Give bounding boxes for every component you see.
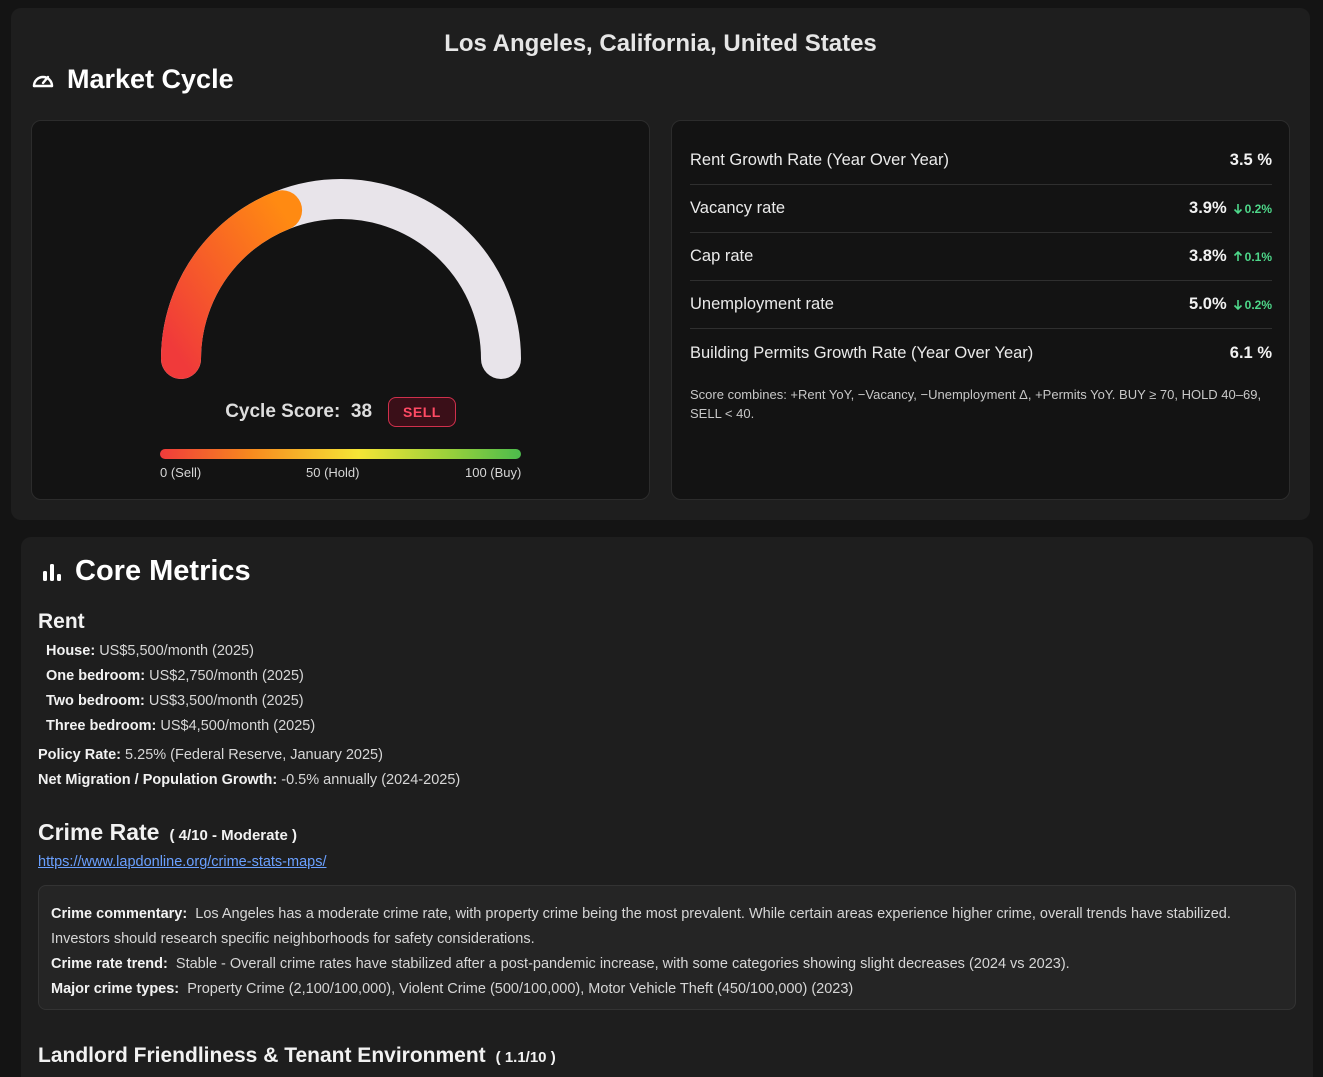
- stat-row: Rent Growth Rate (Year Over Year) 3.5 %: [690, 137, 1272, 185]
- rent-one-bedroom: One bedroom: US$2,750/month (2025): [46, 668, 304, 684]
- stat-value-group: 6.1 %: [1230, 344, 1272, 363]
- stat-name: Cap rate: [690, 247, 754, 265]
- cycle-gauge: [161, 179, 521, 379]
- crime-rate-title: Crime Rate: [38, 819, 160, 845]
- stat-value: 5.0%: [1189, 295, 1227, 313]
- crime-trend: Crime rate trend: Stable - Overall crime…: [51, 956, 1070, 972]
- stat-delta: 0.2%: [1233, 298, 1272, 312]
- rent-two-bedroom: Two bedroom: US$3,500/month (2025): [46, 693, 304, 709]
- stat-value: 3.5 %: [1229, 151, 1272, 169]
- crime-commentary-box: Crime commentary: Los Angeles has a mode…: [38, 885, 1296, 1010]
- arrow-down-icon: [1233, 204, 1242, 214]
- crime-rate-score: ( 4/10 - Moderate ): [169, 827, 297, 844]
- cycle-score: Cycle Score: 38: [225, 401, 373, 422]
- net-migration: Net Migration / Population Growth: -0.5%…: [38, 772, 461, 788]
- stat-value: 3.8%: [1189, 247, 1227, 265]
- stat-name: Building Permits Growth Rate (Year Over …: [690, 343, 1034, 362]
- rent-three-bedroom: Three bedroom: US$4,500/month (2025): [46, 718, 316, 734]
- policy-rate: Policy Rate: 5.25% (Federal Reserve, Jan…: [38, 747, 383, 763]
- stat-value: 6.1 %: [1229, 343, 1272, 362]
- stat-row: Vacancy rate 3.9% 0.2%: [690, 185, 1272, 233]
- stat-row: Unemployment rate 5.0% 0.2%: [690, 281, 1272, 329]
- stat-value-group: 5.0% 0.2%: [1189, 295, 1272, 314]
- stat-row: Building Permits Growth Rate (Year Over …: [690, 329, 1272, 377]
- core-metrics-heading: Core Metrics: [41, 555, 251, 588]
- cycle-score-row: Cycle Score: 38 SELL: [32, 397, 649, 427]
- landlord-title: Landlord Friendliness & Tenant Environme…: [38, 1044, 486, 1067]
- scale-label-mid: 50 (Hold): [306, 465, 360, 480]
- location-title: Los Angeles, California, United States: [444, 30, 877, 57]
- stat-name: Vacancy rate: [690, 199, 786, 217]
- stat-delta: 0.2%: [1233, 202, 1272, 216]
- scale-label-max: 100 (Buy): [465, 465, 522, 480]
- stat-value: 3.9%: [1189, 199, 1227, 217]
- core-metrics-panel: Core Metrics Rent House: US$5,500/month …: [21, 537, 1313, 1077]
- stat-name: Unemployment rate: [690, 295, 834, 313]
- rent-house: House: US$5,500/month (2025): [46, 643, 254, 659]
- market-cycle-title: Market Cycle: [67, 64, 234, 94]
- bar-chart-icon: [43, 563, 61, 581]
- crime-commentary: Crime commentary: Los Angeles has a mode…: [51, 906, 1231, 947]
- market-stats-card: Rent Growth Rate (Year Over Year) 3.5 % Va…: [671, 120, 1290, 500]
- stat-row: Cap rate 3.8% 0.1%: [690, 233, 1272, 281]
- gauge-fill: [161, 190, 303, 379]
- score-note: Score combines: +Rent YoY, −Vacancy, −Un…: [690, 387, 1262, 421]
- arrow-up-icon: [1233, 251, 1242, 261]
- stat-delta: 0.1%: [1233, 250, 1272, 264]
- core-metrics-title: Core Metrics: [75, 555, 251, 587]
- stat-value-group: 3.5 %: [1230, 151, 1272, 170]
- market-cycle-heading: Market Cycle: [31, 64, 234, 95]
- scale-label-min: 0 (Sell): [160, 465, 202, 480]
- crime-types: Major crime types: Property Crime (2,100…: [51, 981, 854, 997]
- speedometer-icon: [32, 75, 54, 87]
- stat-value-group: 3.8% 0.1%: [1189, 247, 1272, 266]
- rent-heading: Rent: [38, 610, 85, 633]
- arrow-down-icon: [1233, 300, 1242, 310]
- market-cycle-panel: Los Angeles, California, United States M…: [11, 8, 1310, 520]
- crime-rate-heading: Crime Rate ( 4/10 - Moderate ): [38, 819, 297, 846]
- gauge-card: Cycle Score: 38 SELL 0 (Sell) 50 (Hold) …: [31, 120, 650, 500]
- stat-name: Rent Growth Rate (Year Over Year): [690, 151, 949, 169]
- sell-badge: SELL: [388, 397, 456, 427]
- score-scale-bar: [160, 449, 521, 459]
- crime-stats-link[interactable]: https://www.lapdonline.org/crime-stats-m…: [38, 854, 327, 870]
- landlord-heading: Landlord Friendliness & Tenant Environme…: [38, 1044, 556, 1068]
- stat-value-group: 3.9% 0.2%: [1189, 199, 1272, 218]
- landlord-score: ( 1.1/10 ): [495, 1049, 556, 1066]
